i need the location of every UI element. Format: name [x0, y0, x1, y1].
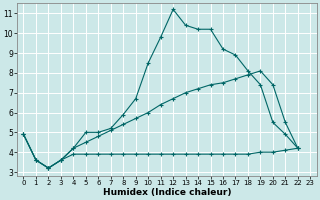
X-axis label: Humidex (Indice chaleur): Humidex (Indice chaleur): [103, 188, 231, 197]
